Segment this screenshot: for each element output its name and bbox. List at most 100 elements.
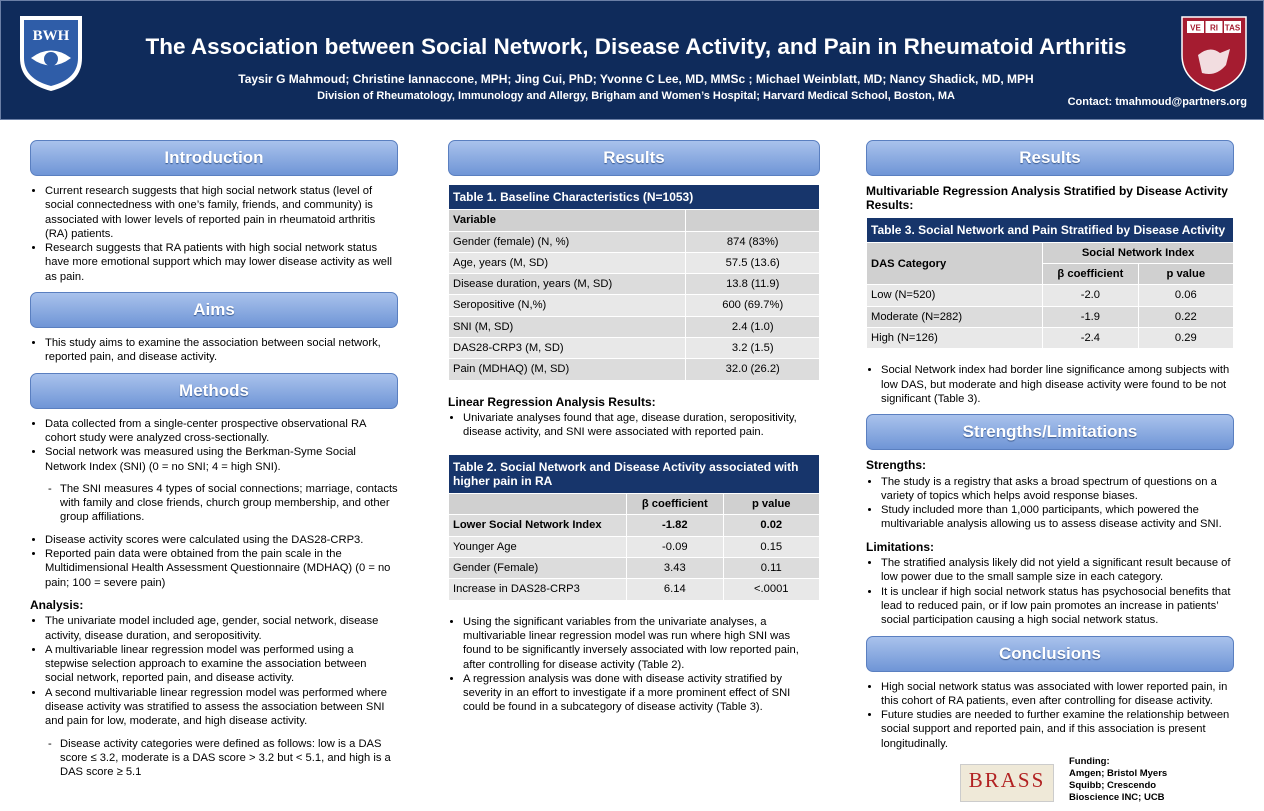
bullet: Data collected from a single-center pros… <box>45 417 398 446</box>
section-heading: Conclusions <box>866 635 1234 672</box>
bullet: Disease activity categories were defined… <box>60 737 398 780</box>
table-cell: DAS28-CRP3 (M, SD) <box>447 337 687 360</box>
table-title: Table 2. Social Network and Disease Acti… <box>448 453 820 495</box>
brass-logo: BRASS <box>960 764 1054 802</box>
table-row: SNI (M, SD) 2.4 (1.0) <box>447 315 820 339</box>
bullet: Future studies are needed to further exa… <box>881 708 1234 751</box>
label: Limitations: <box>866 539 934 554</box>
label: Strengths: <box>866 458 926 473</box>
funding-label: Funding: <box>1069 756 1110 767</box>
authors: Taysir G Mahmoud; Christine Iannaccone, … <box>238 72 1034 86</box>
section-heading: Aims <box>30 292 398 329</box>
bullet: The stratified analysis likely did not y… <box>881 556 1234 585</box>
table-row: Seropositive (N,%) 600 (69.7%) <box>447 294 820 317</box>
table-cell: 13.8 (11.9) <box>685 273 820 296</box>
table-cell: 57.5 (13.6) <box>685 251 820 275</box>
column: Results Table 1. Baseline Characteristics… <box>447 140 821 723</box>
table-cell: Pain (MDHAQ) (M, SD) <box>447 358 687 381</box>
table-row: Low (N=520) -2.0 0.06 <box>865 284 1235 307</box>
table-row: Increase in DAS28-CRP3 6.14 <.0001 <box>447 578 821 601</box>
table-head-cell: p value <box>722 493 821 516</box>
table-row: High (N=126) -2.4 0.29 <box>865 327 1235 350</box>
funding-text: Amgen; Bristol Myers Squibb; Crescendo B… <box>1069 768 1168 803</box>
bullet: It is unclear if high social network sta… <box>881 585 1234 628</box>
bullet-list: The SNI measures 4 types of social conne… <box>30 482 398 525</box>
bullet-list: The study is a registry that asks a broa… <box>866 475 1234 532</box>
table-cell: -1.82 <box>626 514 724 537</box>
bullet-list: Social Network index had border line sig… <box>866 363 1234 406</box>
section-heading: Results <box>866 140 1234 176</box>
bwh-logo: BWH <box>20 16 82 91</box>
bullet: Research suggests that RA patients with … <box>45 241 398 284</box>
empty-cell <box>447 493 628 516</box>
table-head-cell: Social Network Index <box>1042 241 1234 265</box>
table-cell: Gender (Female) <box>447 557 628 580</box>
label: Linear Regression Analysis Results: <box>448 394 656 409</box>
table-head-cell: DAS Category <box>865 241 1044 286</box>
table-cell: Younger Age <box>447 535 628 559</box>
table-row: Younger Age -0.09 0.15 <box>447 535 821 559</box>
label: Analysis: <box>30 597 84 612</box>
table-title: Table 3. Social Network and Pain Stratif… <box>866 216 1234 243</box>
table-row: Gender (Female) 3.43 0.11 <box>447 557 821 580</box>
title: The Association between Social Network, … <box>145 34 1127 59</box>
book <box>1205 21 1223 33</box>
table-cell: High (N=126) <box>865 327 1044 350</box>
table-cell: 0.15 <box>722 535 821 559</box>
column: Introduction Current research suggests th… <box>30 140 398 788</box>
brass-text: BRASS <box>968 768 1046 792</box>
table-head-row: Variable <box>447 209 820 232</box>
bullet-list: Univariate analyses found that age, dise… <box>448 411 820 440</box>
bullet: The SNI measures 4 types of social conne… <box>60 482 398 525</box>
table-row: Lower Social Network Index -1.82 0.02 <box>447 514 821 537</box>
table-head-row: DAS Category Social Network Index <box>865 241 1234 286</box>
book-text: RI <box>1210 24 1218 33</box>
bullet: Disease activity scores were calculated … <box>45 533 398 547</box>
table-cell: 2.4 (1.0) <box>685 315 820 339</box>
bullet-list: Current research suggests that high soci… <box>30 184 398 284</box>
bullet: Reported pain data were obtained from th… <box>45 547 398 590</box>
table-cell: -0.09 <box>626 535 724 559</box>
table-head-cell: Variable <box>447 209 687 232</box>
table-cell: 6.14 <box>626 578 724 601</box>
table-cell: Disease duration, years (M, SD) <box>447 273 687 296</box>
table-head-cell: β coefficient <box>626 493 724 516</box>
table-cell: 0.29 <box>1137 327 1235 350</box>
book-text: VE <box>1190 24 1201 33</box>
table-cell: -1.9 <box>1042 305 1139 329</box>
bullet: This study aims to examine the associati… <box>45 336 398 365</box>
table-cell: <.0001 <box>722 578 821 601</box>
bullet-list: This study aims to examine the associati… <box>30 336 398 365</box>
book <box>1187 21 1204 33</box>
bullet: Univariate analyses found that age, dise… <box>463 411 820 440</box>
bullet-list: The univariate model included age, gende… <box>30 614 398 728</box>
table-row: Disease duration, years (M, SD) 13.8 (11.… <box>447 273 820 296</box>
table-cell: Moderate (N=282) <box>865 305 1044 329</box>
column: Results Multivariable Regression Analysis… <box>865 140 1235 759</box>
bullet: Study included more than 1,000 participa… <box>881 503 1234 532</box>
table-cell: Low (N=520) <box>865 284 1044 307</box>
bullet: A multivariable linear regression model … <box>45 643 398 686</box>
table-cell: 0.02 <box>722 514 821 537</box>
table-cell: Gender (female) (N, %) <box>447 230 687 253</box>
bullet: Social Network index had border line sig… <box>881 363 1234 406</box>
table-row: Gender (female) (N, %) 874 (83%) <box>447 230 820 253</box>
harvard-shield: VE RI TAS <box>1181 16 1247 92</box>
table-row: Pain (MDHAQ) (M, SD) 32.0 (26.2) <box>447 358 820 381</box>
bullet: The study is a registry that asks a broa… <box>881 475 1234 504</box>
book <box>1224 21 1241 33</box>
bullet-list: Data collected from a single-center pros… <box>30 417 398 474</box>
table-cell: 3.2 (1.5) <box>685 337 820 360</box>
bullet-list: Disease activity scores were calculated … <box>30 533 398 590</box>
table-cell: 600 (69.7%) <box>685 294 820 317</box>
bullet: A regression analysis was done with dise… <box>463 672 820 715</box>
contact: Contact: tmahmoud@partners.org <box>1067 96 1247 108</box>
table-cell: 874 (83%) <box>685 230 820 253</box>
section-heading: Results <box>448 140 820 176</box>
table-cell: Lower Social Network Index <box>447 514 628 537</box>
table-head-cell: β coefficient <box>1042 263 1139 286</box>
table-title: Table 1. Baseline Characteristics (N=105… <box>448 183 820 211</box>
section-heading: Introduction <box>30 140 398 176</box>
table: Table 1. Baseline Characteristics (N=105… <box>447 183 820 381</box>
